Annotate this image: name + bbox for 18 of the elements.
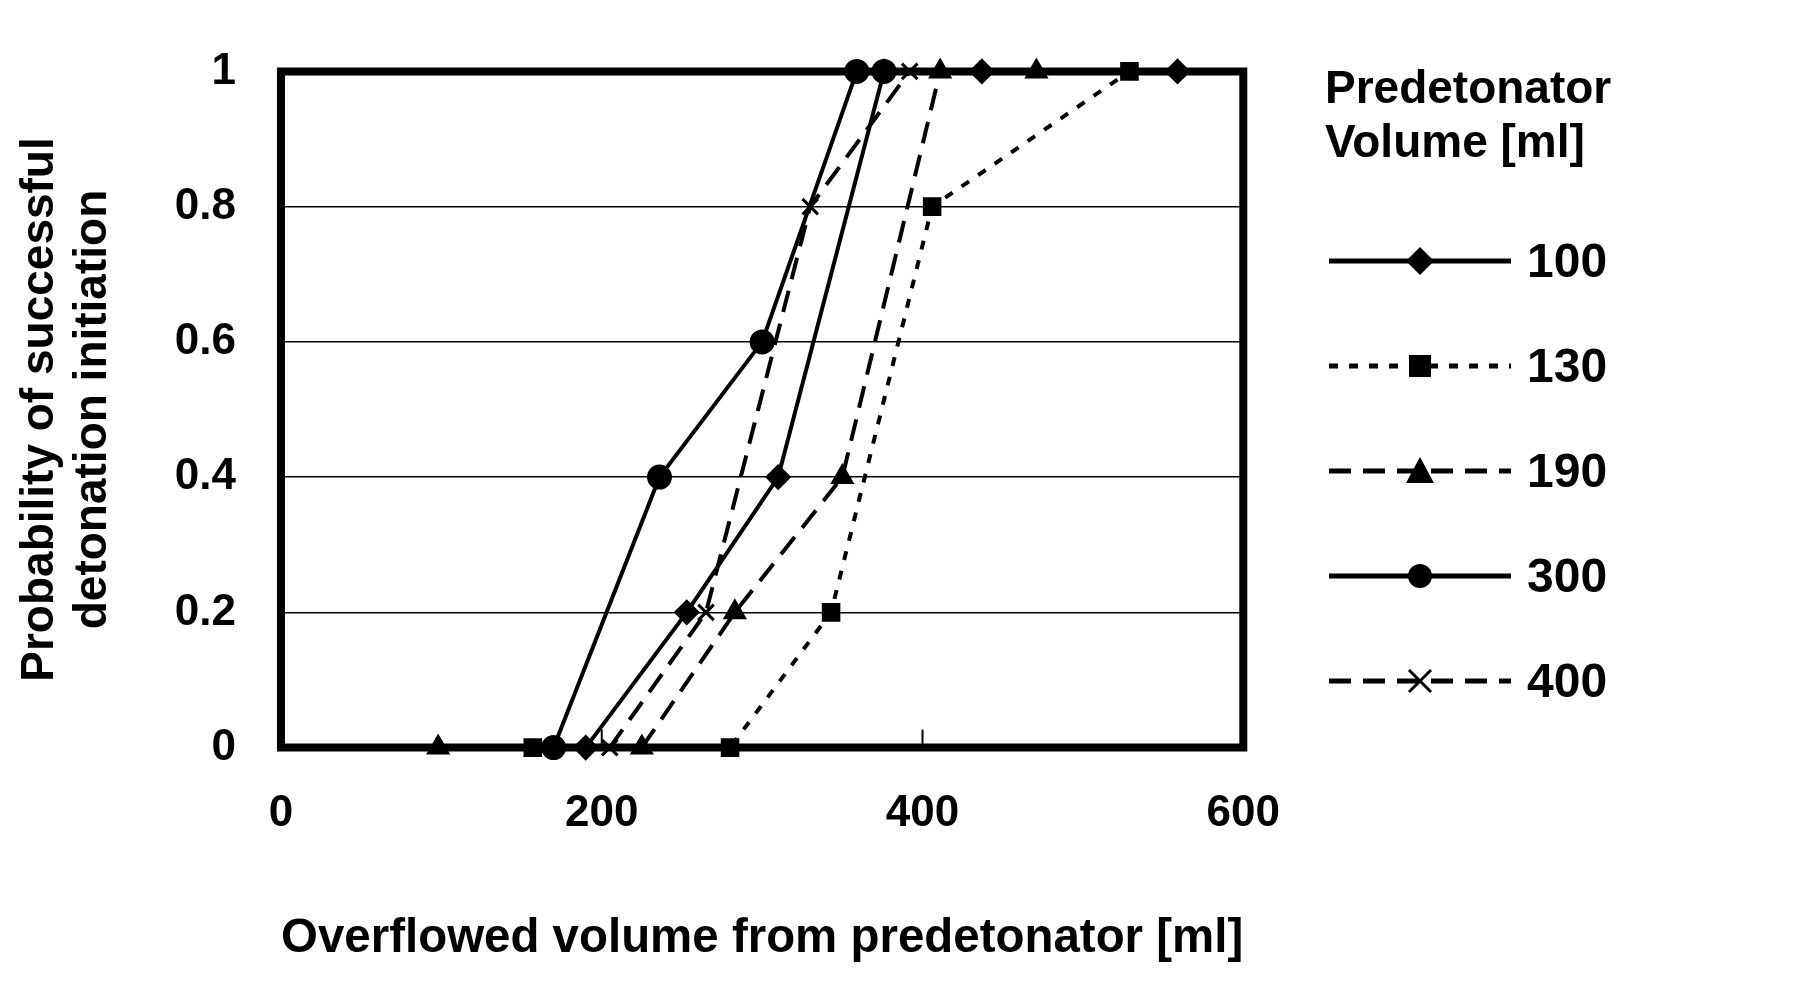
y-tick-label: 0.8 (174, 178, 236, 228)
legend-label: 100 (1527, 233, 1608, 288)
legend-label: 400 (1527, 653, 1608, 708)
x-axis-title: Overflowed volume from predetonator [ml] (281, 909, 1244, 963)
y-tick-label: 0.2 (174, 584, 236, 634)
y-axis-title: Probability of successful detonation initiation (11, 137, 117, 682)
y-tick-label: 0.6 (174, 314, 236, 364)
legend-label: 190 (1527, 443, 1608, 498)
y-tick-label: 0 (211, 719, 236, 769)
x-tick-label: 400 (885, 786, 960, 836)
x-tick-label: 200 (565, 786, 639, 836)
legend-title: Predetonator Volume [ml] (1325, 60, 1613, 168)
legend-label: 130 (1527, 338, 1608, 393)
y-tick-label: 0.4 (174, 449, 237, 499)
y-tick-label: 1 (211, 43, 236, 93)
legend-label: 300 (1527, 548, 1608, 603)
x-tick-label: 0 (268, 786, 294, 836)
x-tick-label: 600 (1206, 786, 1280, 836)
